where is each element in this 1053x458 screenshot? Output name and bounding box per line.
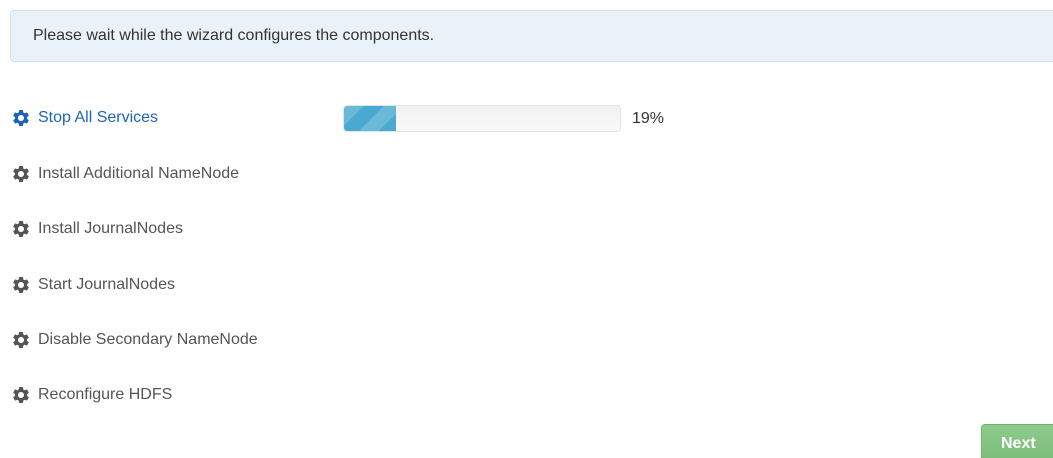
task-install-additional-namenode: Install Additional NameNode xyxy=(11,162,239,186)
gear-icon xyxy=(13,332,29,348)
gear-icon xyxy=(13,387,29,403)
gear-icon xyxy=(13,110,29,126)
task-start-journalnodes: Start JournalNodes xyxy=(11,273,175,297)
task-label: Install JournalNodes xyxy=(38,220,183,237)
task-label: Start JournalNodes xyxy=(38,276,175,293)
task-label: Stop All Services xyxy=(38,109,159,126)
task-install-journalnodes: Install JournalNodes xyxy=(11,217,183,241)
progress-percent: 19% xyxy=(632,110,665,127)
task-label: Disable Secondary NameNode xyxy=(38,331,258,348)
info-alert: Please wait while the wizard configures … xyxy=(10,10,1053,62)
next-button[interactable]: Next xyxy=(981,424,1053,458)
task-label: Install Additional NameNode xyxy=(38,165,240,182)
task-stop-all-services[interactable]: Stop All Services xyxy=(11,106,158,130)
task-reconfigure-hdfs: Reconfigure HDFS xyxy=(11,383,172,407)
progress-bar-fill xyxy=(344,106,397,131)
task-progress-bar xyxy=(343,105,621,132)
gear-icon xyxy=(13,166,29,182)
alert-message: Please wait while the wizard configures … xyxy=(33,27,435,44)
gear-icon xyxy=(13,277,29,293)
task-disable-secondary-namenode: Disable Secondary NameNode xyxy=(11,328,258,352)
task-label: Reconfigure HDFS xyxy=(38,386,173,403)
gear-icon xyxy=(13,221,29,237)
